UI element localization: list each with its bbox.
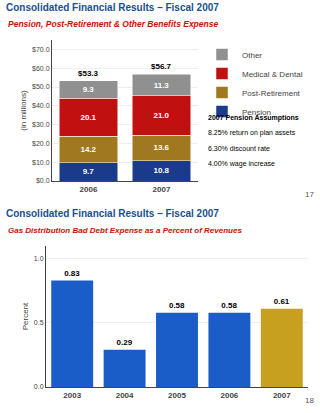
svg-text:10.8: 10.8	[153, 166, 169, 175]
svg-text:4.00% wage increase: 4.00% wage increase	[208, 160, 275, 168]
svg-text:Post-Retirement: Post-Retirement	[242, 89, 301, 98]
svg-text:2004: 2004	[116, 391, 134, 400]
svg-text:Consolidated Financial Results: Consolidated Financial Results – Fiscal …	[6, 208, 219, 219]
svg-text:2005: 2005	[168, 391, 186, 400]
svg-text:0.83: 0.83	[64, 269, 80, 278]
svg-text:1.0: 1.0	[34, 255, 44, 262]
svg-text:0.0: 0.0	[34, 383, 44, 390]
svg-text:2006: 2006	[80, 185, 98, 194]
svg-text:6.30% discount rate: 6.30% discount rate	[208, 145, 270, 152]
svg-text:$56.7: $56.7	[151, 62, 172, 71]
svg-text:13.6: 13.6	[153, 143, 169, 152]
svg-text:(in millions): (in millions)	[19, 90, 28, 131]
svg-text:$50.0: $50.0	[32, 83, 50, 90]
svg-text:17: 17	[305, 190, 314, 199]
svg-text:2003: 2003	[63, 391, 81, 400]
svg-text:2007: 2007	[153, 185, 171, 194]
svg-text:9.7: 9.7	[83, 167, 95, 176]
svg-text:Consolidated Financial Results: Consolidated Financial Results – Fiscal …	[6, 2, 219, 13]
svg-text:9.3: 9.3	[83, 85, 95, 94]
svg-text:$53.3: $53.3	[78, 69, 99, 78]
svg-text:0.58: 0.58	[221, 301, 237, 310]
svg-text:Other: Other	[242, 51, 262, 60]
svg-text:2006: 2006	[221, 391, 239, 400]
svg-text:18: 18	[305, 396, 314, 405]
svg-text:0.5: 0.5	[34, 319, 44, 326]
svg-text:Pension, Post-Retirement & Oth: Pension, Post-Retirement & Other Benefit…	[8, 19, 218, 29]
svg-text:Percent: Percent	[21, 302, 30, 330]
svg-text:14.2: 14.2	[80, 145, 96, 154]
svg-text:Gas Distribution Bad Debt Expe: Gas Distribution Bad Debt Expense as a P…	[8, 226, 242, 235]
svg-text:$40.0: $40.0	[32, 102, 50, 109]
svg-text:$60.0: $60.0	[32, 65, 50, 72]
svg-text:20.1: 20.1	[80, 113, 96, 122]
svg-text:Medical & Dental: Medical & Dental	[242, 70, 303, 79]
svg-text:11.3: 11.3	[154, 81, 170, 90]
svg-text:0.29: 0.29	[117, 338, 133, 347]
svg-text:$20.0: $20.0	[32, 140, 50, 147]
svg-text:0.58: 0.58	[169, 301, 185, 310]
svg-text:8.25% return on plan assets: 8.25% return on plan assets	[208, 129, 296, 137]
svg-text:$30.0: $30.0	[32, 121, 50, 128]
svg-text:Pension: Pension	[242, 108, 271, 117]
svg-text:2007 Pension Assumptions: 2007 Pension Assumptions	[208, 114, 299, 122]
svg-text:$70.0: $70.0	[32, 46, 50, 53]
svg-text:0.61: 0.61	[274, 297, 290, 306]
svg-text:$0.0: $0.0	[36, 177, 50, 184]
svg-text:21.0: 21.0	[153, 111, 169, 120]
svg-text:$10.0: $10.0	[32, 159, 50, 166]
svg-text:2007: 2007	[273, 391, 291, 400]
